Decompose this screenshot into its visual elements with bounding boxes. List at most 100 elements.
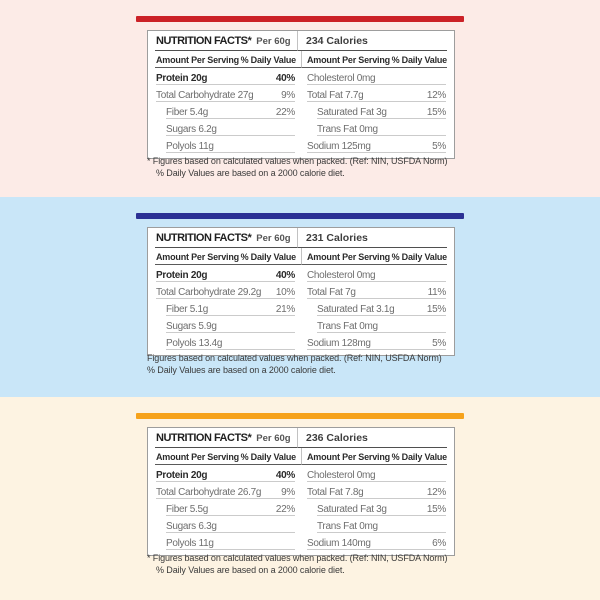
nutrient-row: Sodium 128mg 5% bbox=[307, 333, 446, 350]
nutrient-row: Protein 20g 40% bbox=[156, 465, 295, 482]
left-nutrient-column: Protein 20g 40% Total Carbohydrate 29.2g… bbox=[148, 265, 301, 350]
nutrient-row: Trans Fat 0mg bbox=[317, 316, 446, 333]
nutrient-label: Total Carbohydrate 26.7g bbox=[156, 487, 262, 498]
amount-header: Amount Per Serving bbox=[156, 252, 239, 262]
nutrient-row: Total Fat 7.7g 12% bbox=[307, 85, 446, 102]
nutrient-row: Protein 20g 40% bbox=[156, 265, 295, 282]
footnote-line-2: % Daily Values are based on a 2000 calor… bbox=[156, 167, 345, 178]
amount-header: Amount Per Serving bbox=[307, 252, 390, 262]
accent-bar bbox=[136, 16, 464, 22]
footnote-line-2: % Daily Values are based on a 2000 calor… bbox=[156, 564, 345, 575]
nutrient-row: Sugars 5.9g bbox=[166, 316, 295, 333]
nutrient-label: Total Fat 7.8g bbox=[307, 487, 364, 498]
nutrient-row: Total Carbohydrate 29.2g 10% bbox=[156, 282, 295, 299]
nutrient-label: Protein 20g bbox=[156, 270, 208, 281]
nutrient-label: Trans Fat 0mg bbox=[317, 521, 378, 532]
nutrient-label: Polyols 13.4g bbox=[166, 338, 223, 349]
nutrient-row: Saturated Fat 3.1g 15% bbox=[317, 299, 446, 316]
nutrient-label: Sugars 6.2g bbox=[166, 124, 217, 135]
nutrient-label: Cholesterol 0mg bbox=[307, 270, 376, 281]
nutrient-row: Cholesterol 0mg bbox=[307, 465, 446, 482]
nutrient-row: Sugars 6.3g bbox=[166, 516, 295, 533]
label-section: NUTRITION FACTS* Per 60g 234 Calories Am… bbox=[0, 0, 600, 197]
nutrient-row: Polyols 13.4g bbox=[166, 333, 295, 350]
accent-bar bbox=[136, 213, 464, 219]
panel-title: NUTRITION FACTS* bbox=[156, 232, 252, 244]
nutrient-daily-value: 22% bbox=[275, 107, 295, 118]
nutrient-row: Total Fat 7g 11% bbox=[307, 282, 446, 299]
nutrient-row: Total Carbohydrate 26.7g 9% bbox=[156, 482, 295, 499]
nutrient-daily-value: 40% bbox=[275, 270, 295, 281]
daily-value-header: % Daily Value bbox=[391, 452, 448, 462]
nutrient-daily-value: 40% bbox=[275, 470, 295, 481]
footnote-line-2: % Daily Values are based on a 2000 calor… bbox=[147, 364, 336, 375]
nutrient-row: Cholesterol 0mg bbox=[307, 68, 446, 85]
nutrient-row: Protein 20g 40% bbox=[156, 68, 295, 85]
nutrient-row: Total Fat 7.8g 12% bbox=[307, 482, 446, 499]
calories-value: 231 Calories bbox=[306, 232, 368, 244]
daily-value-header: % Daily Value bbox=[391, 55, 448, 65]
panel-title-row: NUTRITION FACTS* Per 60g 231 Calories bbox=[148, 228, 454, 248]
nutrient-row: Total Carbohydrate 27g 9% bbox=[156, 85, 295, 102]
nutrient-label: Sodium 125mg bbox=[307, 141, 371, 152]
nutrient-daily-value: 6% bbox=[432, 538, 446, 549]
nutrient-row: Polyols 11g bbox=[166, 136, 295, 153]
serving-size: Per 60g bbox=[256, 36, 291, 47]
label-section: NUTRITION FACTS* Per 60g 236 Calories Am… bbox=[0, 397, 600, 600]
nutrient-daily-value: 15% bbox=[426, 304, 446, 315]
footnote: * Figures based on calculated values whe… bbox=[147, 553, 448, 576]
nutrient-row: Cholesterol 0mg bbox=[307, 265, 446, 282]
nutrient-daily-value: 21% bbox=[275, 304, 295, 315]
nutrient-row: Fiber 5.4g 22% bbox=[166, 102, 295, 119]
panel-title: NUTRITION FACTS* bbox=[156, 35, 252, 47]
left-nutrient-column: Protein 20g 40% Total Carbohydrate 26.7g… bbox=[148, 465, 301, 550]
amount-header: Amount Per Serving bbox=[156, 55, 239, 65]
column-header-row: Amount Per Serving % Daily Value Amount … bbox=[148, 51, 454, 68]
nutrient-daily-value: 22% bbox=[275, 504, 295, 515]
panel-title: NUTRITION FACTS* bbox=[156, 432, 252, 444]
nutrient-daily-value: 11% bbox=[427, 287, 447, 298]
nutrient-row: Fiber 5.5g 22% bbox=[166, 499, 295, 516]
amount-header: Amount Per Serving bbox=[307, 452, 390, 462]
nutrient-row: Sodium 140mg 6% bbox=[307, 533, 446, 550]
nutrient-label: Cholesterol 0mg bbox=[307, 73, 376, 84]
amount-header: Amount Per Serving bbox=[307, 55, 390, 65]
footnote-line-1: * Figures based on calculated values whe… bbox=[147, 553, 448, 563]
daily-value-header: % Daily Value bbox=[240, 452, 297, 462]
nutrient-label: Protein 20g bbox=[156, 470, 208, 481]
nutrient-daily-value: 5% bbox=[432, 141, 446, 152]
nutrient-daily-value: 15% bbox=[426, 107, 446, 118]
nutrition-facts-panel: NUTRITION FACTS* Per 60g 231 Calories Am… bbox=[147, 227, 455, 356]
serving-size: Per 60g bbox=[256, 233, 291, 244]
left-nutrient-column: Protein 20g 40% Total Carbohydrate 27g 9… bbox=[148, 68, 301, 153]
nutrient-daily-value: 10% bbox=[275, 287, 295, 298]
nutrient-daily-value: 12% bbox=[426, 487, 446, 498]
nutrient-label: Fiber 5.5g bbox=[166, 504, 209, 515]
nutrient-label: Total Fat 7.7g bbox=[307, 90, 364, 101]
nutrient-row: Trans Fat 0mg bbox=[317, 516, 446, 533]
nutrient-row: Fiber 5.1g 21% bbox=[166, 299, 295, 316]
nutrient-daily-value: 40% bbox=[275, 73, 295, 84]
panel-title-row: NUTRITION FACTS* Per 60g 234 Calories bbox=[148, 31, 454, 51]
right-nutrient-column: Cholesterol 0mg Total Fat 7g 11% Saturat… bbox=[301, 265, 454, 350]
nutrient-label: Total Fat 7g bbox=[307, 287, 356, 298]
nutrition-facts-panel: NUTRITION FACTS* Per 60g 234 Calories Am… bbox=[147, 30, 455, 159]
nutrient-label: Saturated Fat 3g bbox=[317, 504, 387, 515]
nutrient-label: Trans Fat 0mg bbox=[317, 321, 378, 332]
nutrient-label: Sugars 6.3g bbox=[166, 521, 217, 532]
nutrient-label: Sugars 5.9g bbox=[166, 321, 217, 332]
nutrient-label: Total Carbohydrate 27g bbox=[156, 90, 254, 101]
calories-value: 236 Calories bbox=[306, 432, 368, 444]
nutrient-daily-value: 9% bbox=[281, 90, 295, 101]
footnote: * Figures based on calculated values whe… bbox=[147, 156, 448, 179]
nutrient-daily-value: 15% bbox=[426, 504, 446, 515]
nutrient-row: Sodium 125mg 5% bbox=[307, 136, 446, 153]
nutrient-label: Trans Fat 0mg bbox=[317, 124, 378, 135]
nutrient-daily-value: 9% bbox=[281, 487, 295, 498]
calories-value: 234 Calories bbox=[306, 35, 368, 47]
daily-value-header: % Daily Value bbox=[240, 252, 297, 262]
nutrient-row: Trans Fat 0mg bbox=[317, 119, 446, 136]
nutrient-label: Total Carbohydrate 29.2g bbox=[156, 287, 262, 298]
nutrient-label: Sodium 140mg bbox=[307, 538, 371, 549]
nutrient-row: Saturated Fat 3g 15% bbox=[317, 102, 446, 119]
